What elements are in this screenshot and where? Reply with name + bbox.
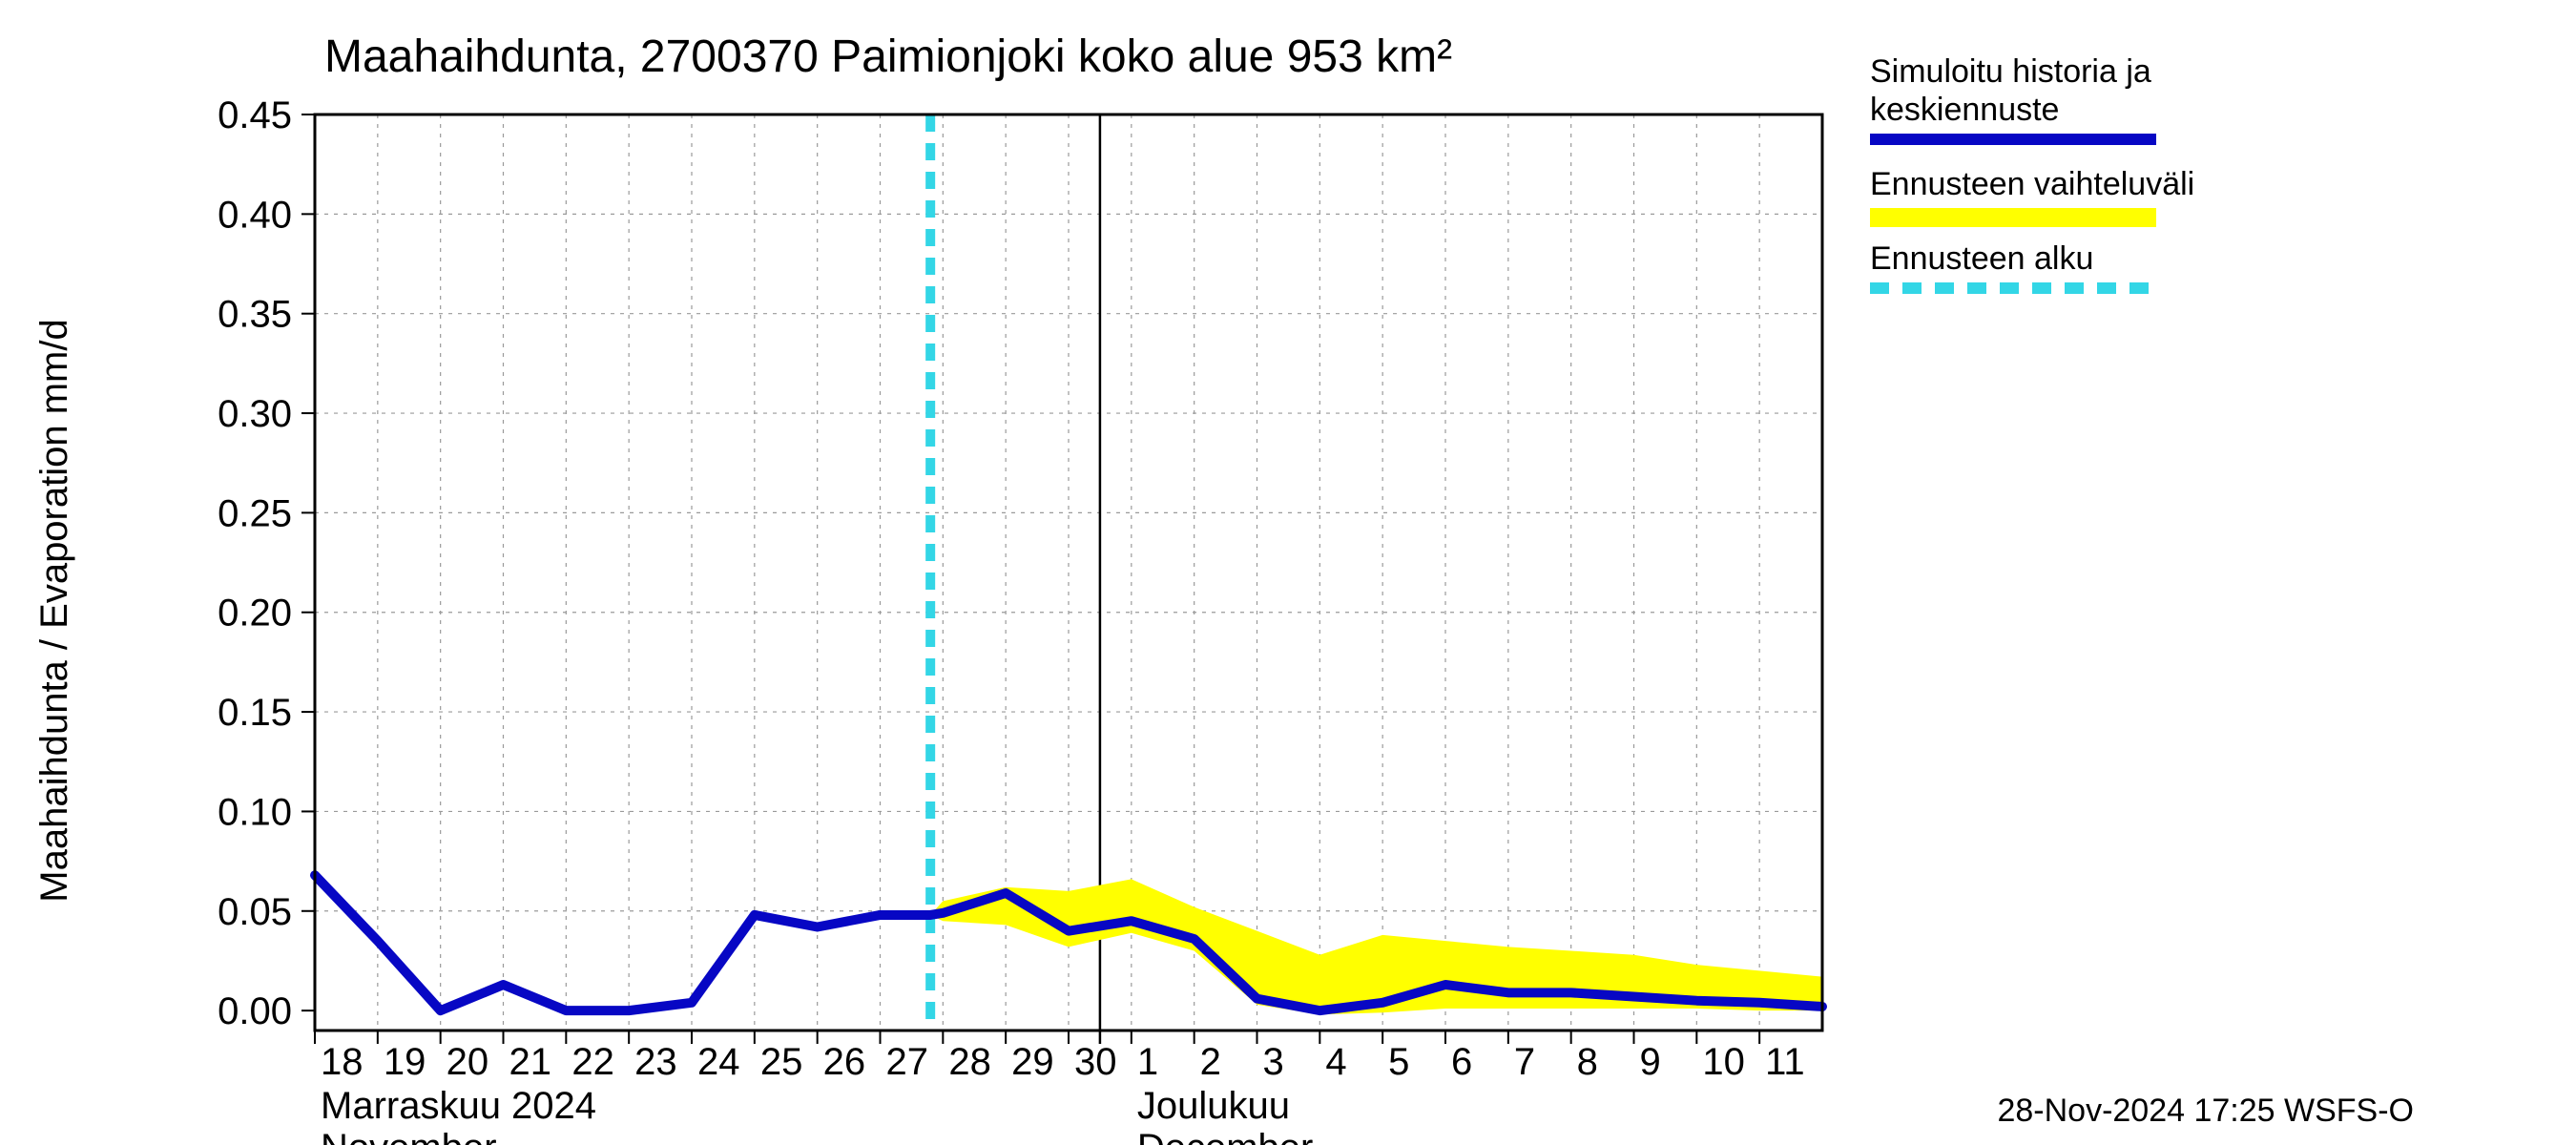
y-axis-label: Maahaihdunta / Evaporation mm/d [33,319,75,902]
y-tick-label: 0.00 [218,990,292,1032]
x-tick-label: 20 [447,1041,488,1083]
y-tick-label: 0.45 [218,94,292,136]
x-tick-label: 1 [1137,1041,1158,1083]
x-tick-label: 24 [697,1041,740,1083]
legend-swatch-band [1870,208,2156,227]
x-tick-label: 22 [571,1041,614,1083]
x-tick-label: 8 [1577,1041,1598,1083]
legend-label: keskiennuste [1870,92,2059,128]
month-label: November [321,1127,497,1145]
legend-label: Ennusteen vaihteluväli [1870,166,2194,202]
chart-title: Maahaihdunta, 2700370 Paimionjoki koko a… [324,31,1452,82]
x-tick-label: 30 [1074,1041,1117,1083]
x-tick-label: 21 [509,1041,552,1083]
x-tick-label: 18 [321,1041,364,1083]
y-tick-label: 0.20 [218,593,292,635]
x-tick-label: 29 [1011,1041,1054,1083]
month-label: Marraskuu 2024 [321,1085,596,1127]
x-tick-label: 28 [948,1041,990,1083]
y-tick-label: 0.30 [218,393,292,435]
month-label: December [1137,1127,1314,1145]
y-tick-label: 0.25 [218,492,292,534]
month-label: Joulukuu [1137,1085,1290,1127]
y-tick-label: 0.05 [218,891,292,933]
y-tick-label: 0.35 [218,294,292,336]
legend-label: Ennusteen alku [1870,240,2093,277]
x-tick-label: 3 [1263,1041,1284,1083]
x-tick-label: 7 [1514,1041,1535,1083]
x-tick-label: 6 [1451,1041,1472,1083]
x-tick-label: 4 [1325,1041,1346,1083]
x-tick-label: 11 [1765,1041,1805,1083]
x-tick-label: 9 [1640,1041,1661,1083]
y-tick-label: 0.15 [218,692,292,734]
x-tick-label: 27 [886,1041,929,1083]
x-tick-label: 23 [634,1041,677,1083]
plot-area: 0.00 0.05 0.10 0.15 0.20 0.25 0.30 0.35 0.40 0.45… [218,94,1822,1145]
legend-label: Simuloitu historia ja [1870,53,2151,90]
x-tick-label: 10 [1702,1041,1745,1083]
legend: Simuloitu historia jakeskiennuste Ennuste… [1870,53,2194,288]
evaporation-chart: Maahaihdunta, 2700370 Paimionjoki koko a… [0,0,2576,1145]
x-tick-label: 25 [760,1041,803,1083]
x-tick-label: 19 [384,1041,426,1083]
x-tick-label: 26 [823,1041,866,1083]
footer-timestamp: 28-Nov-2024 17:25 WSFS-O [1997,1093,2414,1129]
y-tick-label: 0.10 [218,791,292,833]
y-tick-label: 0.40 [218,194,292,236]
x-tick-label: 2 [1200,1041,1221,1083]
x-tick-label: 5 [1388,1041,1409,1083]
